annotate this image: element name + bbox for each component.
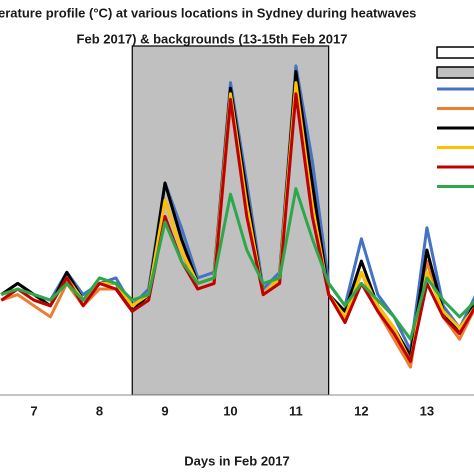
legend — [436, 46, 474, 188]
x-tick-label: 12 — [354, 403, 368, 418]
chart-title: erature profile (°C) at various location… — [0, 5, 416, 20]
series-line — [0, 92, 474, 363]
x-axis-label: Days in Feb 2017 — [184, 453, 290, 468]
chart-subtitle: Feb 2017) & backgrounds (13-15th Feb 201… — [77, 31, 348, 46]
legend-box-background — [436, 46, 474, 59]
x-tick-label: 13 — [420, 403, 434, 418]
plot-area — [0, 45, 474, 395]
legend-box-heatwave — [436, 66, 474, 79]
series-line — [0, 187, 474, 341]
x-tick-label: 9 — [161, 403, 168, 418]
x-tick-label: 7 — [30, 403, 37, 418]
x-tick-label: 10 — [223, 403, 237, 418]
x-tick-label: 8 — [96, 403, 103, 418]
x-tick-label: 11 — [289, 403, 303, 418]
